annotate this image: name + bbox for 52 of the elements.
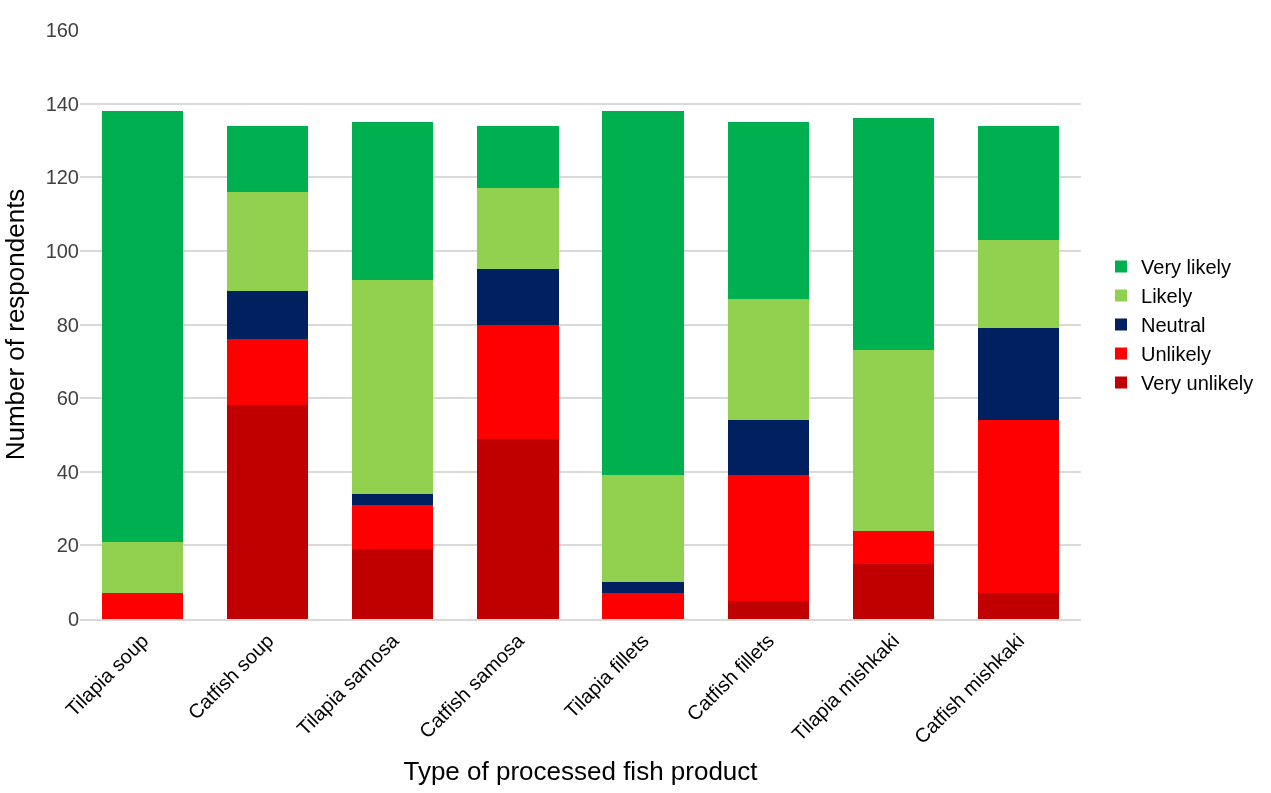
bar: [977, 239, 1060, 329]
bar: [852, 118, 934, 351]
y-tick-label: 20: [56, 534, 79, 557]
bar: [352, 493, 434, 505]
bar: [477, 324, 559, 439]
bar: [352, 122, 434, 281]
bar: [101, 593, 184, 619]
bar: [727, 600, 809, 619]
bar: [227, 191, 309, 292]
bar: [352, 549, 434, 619]
x-axis-title: Type of processed fish product: [403, 756, 759, 787]
bar: [101, 541, 184, 594]
bar: [727, 420, 809, 476]
bar: [727, 122, 809, 299]
legend-label: Likely: [1141, 285, 1193, 308]
bar: [477, 438, 559, 619]
bar: [602, 582, 684, 594]
y-tick-label: 120: [45, 166, 79, 189]
y-tick-label: 160: [45, 19, 79, 41]
bar: [227, 291, 309, 340]
bar: [727, 298, 809, 421]
bar: [602, 110, 684, 476]
bar: [602, 475, 684, 583]
bar: [477, 188, 559, 270]
legend-label: Neutral: [1141, 314, 1206, 337]
bar: [227, 405, 309, 619]
legend-label: Very likely: [1141, 256, 1232, 279]
y-tick-label: 40: [56, 460, 79, 483]
bar: [477, 269, 559, 325]
bar: [227, 339, 309, 406]
bar: [977, 593, 1060, 619]
bar: [977, 420, 1060, 594]
bar: [852, 350, 934, 531]
bar: [852, 563, 934, 619]
y-tick-label: 100: [45, 239, 79, 262]
bar: [352, 504, 434, 550]
y-tick-label: 0: [67, 608, 79, 630]
bar: [727, 475, 809, 601]
bar: [977, 125, 1060, 240]
y-tick-label: 60: [56, 387, 79, 410]
bar: [227, 125, 309, 192]
y-tick-label: 140: [45, 92, 79, 115]
y-tick-label: 80: [56, 313, 79, 336]
bar: [101, 110, 184, 542]
y-axis-title: Number of respondents: [0, 188, 30, 461]
bar: [352, 280, 434, 494]
bar: [477, 125, 559, 189]
legend-label: Unlikely: [1141, 343, 1212, 366]
legend-label: Very unlikely: [1141, 372, 1254, 395]
bar: [602, 593, 684, 619]
bar: [977, 328, 1060, 421]
bar: [852, 530, 934, 564]
